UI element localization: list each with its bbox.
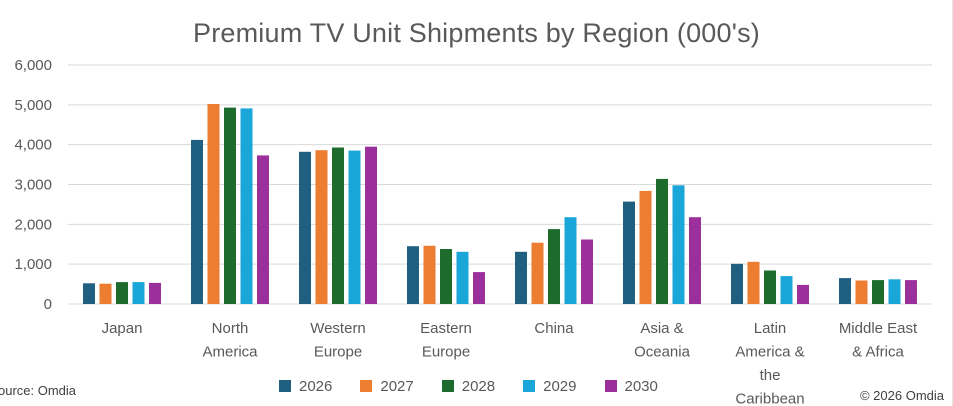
legend-item-2028: 2028 [441,377,496,395]
bar-2026 [731,263,743,304]
bar-2028 [656,178,668,304]
bar-2030 [365,146,377,304]
bar-2027 [423,245,436,304]
legend-swatch [360,380,373,392]
y-tick-label: 4,000 [14,137,52,154]
legend-label: 2030 [624,377,658,395]
category-label: Western Europe [310,320,366,361]
category-label: Middle East & Africa [839,320,918,361]
bar-2027 [639,190,652,304]
y-tick-label: 1,000 [14,256,52,273]
bar-2030 [473,272,485,304]
category-label: Eastern Europe [420,320,472,361]
y-tick-label: 0 [44,296,52,313]
bar-2030 [257,155,269,304]
y-tick-label: 2,000 [14,216,52,233]
legend-label: 2027 [380,377,414,395]
bar-2026 [407,246,419,304]
bar-2028 [548,229,560,304]
bar-2026 [191,139,203,304]
bar-2026 [515,251,527,304]
bar-2030 [797,284,809,304]
bar-2029 [672,185,685,304]
bar-2027 [531,242,544,304]
legend-swatch [279,380,291,392]
bar-2028 [116,282,128,304]
bar-2030 [905,280,917,304]
bar-2030 [149,282,161,304]
bar-2028 [440,249,452,304]
bar-2028 [872,280,884,304]
y-tick-label: 5,000 [14,97,52,114]
bar-2027 [207,104,220,304]
legend: 2026 2027 2028 2029 2030 [279,376,686,396]
bar-2029 [564,217,577,304]
bar-2029 [888,279,901,304]
legend-label: 2028 [461,377,496,395]
legend-item-2029: 2029 [523,377,577,395]
bar-2029 [132,282,145,304]
bar-2027 [747,261,760,304]
bar-2026 [623,201,635,304]
bar-2027 [855,280,868,304]
bar-2027 [99,283,112,304]
bar-2028 [764,270,776,304]
legend-swatch [523,380,536,392]
bar-2029 [780,276,793,304]
legend-label: 2026 [299,377,333,395]
bar-2030 [581,239,593,304]
legend-swatch [604,380,617,392]
y-axis-tick-labels: 0 1,000 2,000 3,000 4,000 5,000 6,000 [14,57,52,313]
source-note: ource: Omdia [0,383,77,398]
category-label: Japan [102,320,143,337]
bars [83,104,917,305]
bar-2029 [348,150,361,304]
bar-2026 [299,151,311,304]
legend-item-2027: 2027 [360,377,414,395]
bar-2026 [83,283,95,304]
x-axis-category-labels: Japan North America Western Europe Eastern Eur… [102,320,918,406]
legend-item-2026: 2026 [279,378,332,395]
bar-2029 [240,108,253,305]
category-label: North America [202,320,258,361]
copyright-note: © 2026 Omdia [859,388,944,403]
bar-2028 [224,107,236,304]
category-label: Latin America & the Caribbean [735,320,804,406]
chart-title: Premium TV Unit Shipments by Region (000… [193,18,760,48]
legend-item-2030: 2030 [604,377,658,395]
bar-2030 [689,217,701,304]
bar-2028 [332,147,344,304]
legend-swatch [441,380,454,392]
y-tick-label: 6,000 [14,57,52,74]
category-label: Asia & Oceania [634,320,691,361]
bar-2029 [456,251,469,304]
bar-2027 [315,150,328,304]
category-label: China [534,320,574,337]
bar-2026 [839,278,851,304]
legend-label: 2029 [543,377,577,395]
y-tick-label: 3,000 [14,177,52,194]
